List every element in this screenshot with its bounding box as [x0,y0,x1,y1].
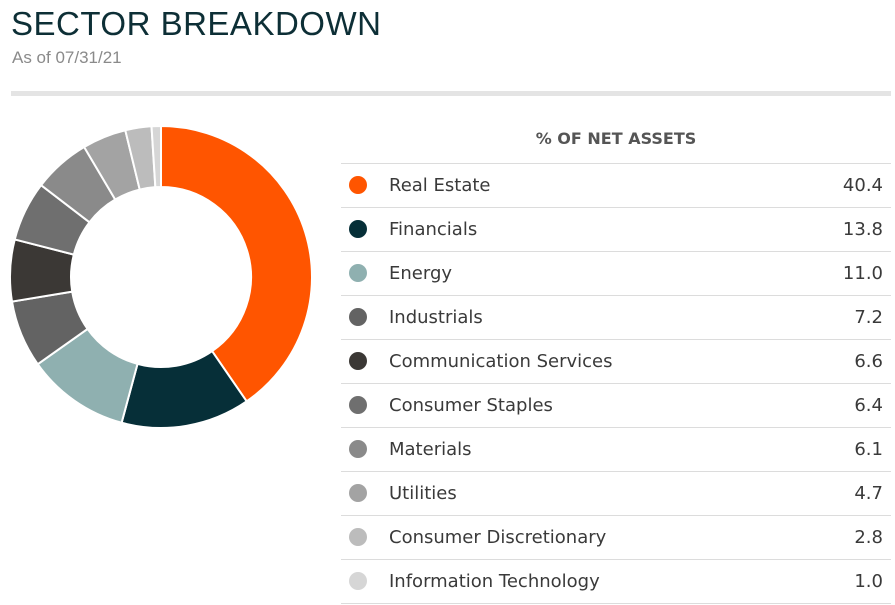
sector-value: 13.8 [842,219,883,240]
sector-row: Energy 11.0 [341,252,891,296]
page-title: SECTOR BREAKDOWN [11,5,382,42]
sector-row: Financials 13.8 [341,208,891,252]
sector-value: 6.4 [854,395,883,416]
sector-table: % OF NET ASSETS Real Estate 40.4 Financial… [341,116,891,604]
sector-donut-chart [9,124,313,429]
donut-slice [150,124,162,189]
legend-color-dot [349,440,367,458]
sector-label: Utilities [389,483,457,504]
sector-label: Consumer Discretionary [389,527,607,548]
sector-value: 2.8 [854,527,883,548]
sector-value: 40.4 [842,175,883,196]
legend-color-dot [349,484,367,502]
sector-row: Materials 6.1 [341,428,891,472]
legend-color-dot [349,572,367,590]
sector-value: 6.1 [854,439,883,460]
sector-label: Communication Services [389,351,613,372]
donut-slice [160,124,313,403]
sector-label: Energy [389,263,453,284]
sector-label: Materials [389,439,472,460]
legend-color-dot [349,264,367,282]
sector-label: Consumer Staples [389,395,553,416]
legend-color-dot [349,176,367,194]
legend-color-dot [349,308,367,326]
header-divider [11,91,891,96]
sector-row: Communication Services 6.6 [341,340,891,384]
sector-value: 1.0 [854,571,883,592]
sector-row: Real Estate 40.4 [341,164,891,208]
sector-label: Industrials [389,307,483,328]
sector-row: Utilities 4.7 [341,472,891,516]
table-header: % OF NET ASSETS [341,116,891,164]
sector-label: Financials [389,219,478,240]
sector-value: 11.0 [842,263,883,284]
sector-value: 6.6 [854,351,883,372]
sector-rows: Real Estate 40.4 Financials 13.8 Energy 11.0 I… [341,164,891,604]
legend-color-dot [349,220,367,238]
sector-row: Industrials 7.2 [341,296,891,340]
sector-label: Real Estate [389,175,491,196]
legend-color-dot [349,528,367,546]
as-of-date: As of 07/31/21 [12,48,122,67]
sector-row: Consumer Discretionary 2.8 [341,516,891,560]
sector-label: Information Technology [389,571,600,592]
sector-row: Information Technology 1.0 [341,560,891,604]
sector-row: Consumer Staples 6.4 [341,384,891,428]
sector-value: 4.7 [854,483,883,504]
legend-color-dot [349,396,367,414]
sector-value: 7.2 [854,307,883,328]
legend-color-dot [349,352,367,370]
